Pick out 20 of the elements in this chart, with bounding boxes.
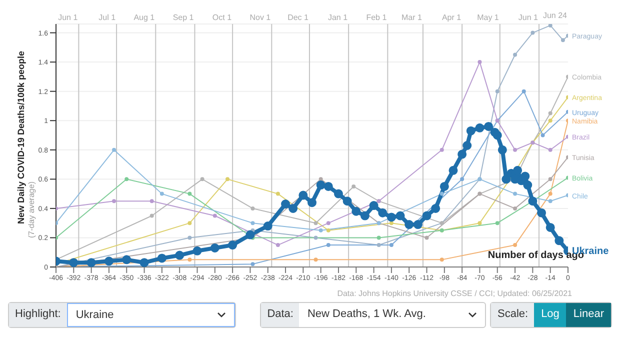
ref-line-label: Feb 1 <box>366 13 388 22</box>
ref-line-label: Aug 1 <box>134 13 156 22</box>
ref-line-label: Jun 1 <box>518 13 539 22</box>
ref-line-label: Jun 1 <box>58 13 78 22</box>
ref-line-label: Mar 1 <box>402 13 423 22</box>
text: (7-day average) <box>27 181 36 238</box>
ref-line-label: Jul 1 <box>98 13 116 22</box>
text: Data: Johns Hopkins University CSSE / CCI; Updated: 06/25/2021 <box>336 289 573 298</box>
text: Jun 24 <box>542 11 567 20</box>
ref-line-label: May 1 <box>477 13 500 22</box>
ref-line-label: Apr 1 <box>442 13 462 22</box>
ref-line-label: Nov 1 <box>250 13 272 22</box>
ref-line-label: Oct 1 <box>212 13 232 22</box>
highlight-dropdown: Highlight: Ukraine <box>8 302 236 328</box>
ref-line-label: Dec 1 <box>288 13 310 22</box>
ref-line-label: Jan 1 <box>328 13 348 22</box>
y-axis-title: New Daily COVID-19 Deaths/100k people <box>16 50 26 224</box>
data-dropdown: Data: New Deaths, 1 Wk. Avg. <box>260 302 486 328</box>
ref-line-label: Sep 1 <box>172 13 194 22</box>
scale-toggle: Scale: Log Linear <box>490 302 612 328</box>
